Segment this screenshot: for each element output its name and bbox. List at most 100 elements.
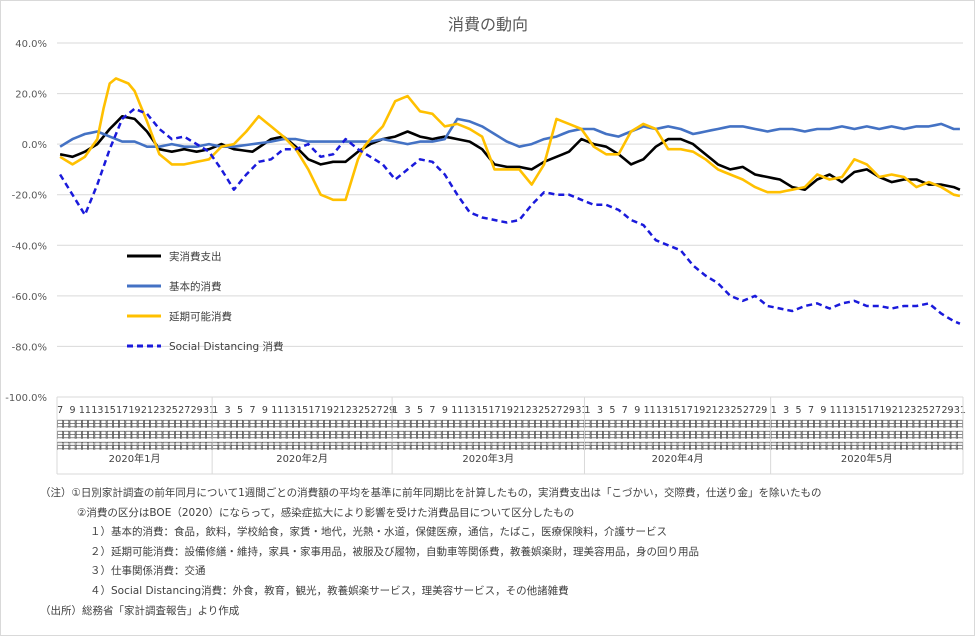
x-day-label: 25 [730, 405, 742, 416]
x-day-unit: 日 [676, 430, 685, 441]
x-day-unit: 日 [943, 430, 952, 441]
x-day-unit: 日 [167, 430, 176, 441]
x-day-unit: 日 [589, 430, 598, 441]
x-day-unit: 日 [595, 430, 604, 441]
legend-label: 延期可能消費 [169, 310, 232, 323]
x-day-unit: 日 [949, 441, 958, 452]
x-day-unit: 日 [111, 430, 120, 441]
x-day-unit: 日 [813, 441, 822, 452]
x-day-unit: 日 [738, 441, 747, 452]
x-day-unit: 日 [521, 430, 530, 441]
x-day-unit: 日 [490, 430, 499, 441]
x-day-unit: 日 [161, 419, 170, 430]
x-day-unit: 日 [608, 419, 617, 430]
x-day-label: 25 [358, 405, 370, 416]
x-day-unit: 日 [124, 430, 133, 441]
x-day-unit: 日 [670, 441, 679, 452]
x-day-label: 21 [513, 405, 525, 416]
x-day-label: 9 [820, 405, 826, 416]
x-day-unit: 日 [149, 419, 158, 430]
x-day-unit: 日 [186, 441, 195, 452]
series-line-1 [59, 115, 961, 191]
x-day-unit: 日 [310, 441, 319, 452]
x-day-unit: 日 [130, 419, 139, 430]
x-day-label: 23 [346, 405, 358, 416]
x-day-unit: 日 [403, 430, 412, 441]
x-day-unit: 日 [496, 441, 505, 452]
x-day-unit: 日 [397, 419, 406, 430]
x-day-unit: 日 [378, 430, 387, 441]
x-day-unit: 日 [707, 419, 716, 430]
x-day-unit: 日 [670, 430, 679, 441]
x-day-unit: 日 [322, 419, 331, 430]
x-day-label: 5 [417, 405, 423, 416]
note-2: ②消費の区分はBOE（2020）にならって，感染症拡大により影響を受けた消費品目… [77, 506, 575, 519]
x-day-unit: 日 [428, 419, 437, 430]
x-day-unit: 日 [881, 441, 890, 452]
x-day-label: 1 [771, 405, 777, 416]
x-day-unit: 日 [440, 441, 449, 452]
x-day-unit: 日 [329, 419, 338, 430]
x-day-unit: 日 [912, 441, 921, 452]
x-day-unit: 日 [695, 441, 704, 452]
x-day-label: 15 [476, 405, 488, 416]
x-day-unit: 日 [738, 419, 747, 430]
x-day-unit: 日 [757, 441, 766, 452]
x-day-unit: 日 [478, 441, 487, 452]
x-day-unit: 日 [676, 441, 685, 452]
x-day-label: 27 [929, 405, 941, 416]
x-day-unit: 日 [248, 441, 257, 452]
x-day-unit: 日 [931, 419, 940, 430]
x-day-unit: 日 [881, 419, 890, 430]
x-day-unit: 日 [906, 419, 915, 430]
x-day-unit: 日 [546, 430, 555, 441]
x-day-unit: 日 [378, 419, 387, 430]
x-day-unit: 日 [397, 430, 406, 441]
x-day-unit: 日 [825, 419, 834, 430]
x-day-unit: 日 [775, 419, 784, 430]
x-day-unit: 日 [682, 441, 691, 452]
x-day-label: 3 [225, 405, 231, 416]
x-day-unit: 日 [564, 441, 573, 452]
x-day-unit: 日 [229, 441, 238, 452]
x-day-label: 15 [296, 405, 308, 416]
x-day-label: 19 [129, 405, 141, 416]
x-day-unit: 日 [645, 441, 654, 452]
x-day-unit: 日 [844, 430, 853, 441]
x-day-unit: 日 [571, 441, 580, 452]
x-day-label: 13 [91, 405, 103, 416]
x-day-label: 5 [609, 405, 615, 416]
x-day-unit: 日 [205, 419, 214, 430]
x-day-unit: 日 [533, 430, 542, 441]
x-day-label: 11 [271, 405, 283, 416]
x-day-unit: 日 [484, 419, 493, 430]
x-day-unit: 日 [502, 430, 511, 441]
x-day-label: 7 [429, 405, 435, 416]
x-day-label: 17 [681, 405, 693, 416]
x-day-unit: 日 [223, 430, 232, 441]
x-day-unit: 日 [831, 430, 840, 441]
x-day-unit: 日 [552, 430, 561, 441]
x-day-unit: 日 [341, 430, 350, 441]
x-day-unit: 日 [341, 441, 350, 452]
x-day-unit: 日 [273, 419, 282, 430]
x-day-unit: 日 [384, 430, 393, 441]
x-day-unit: 日 [931, 430, 940, 441]
x-day-unit: 日 [751, 430, 760, 441]
x-day-unit: 日 [136, 419, 145, 430]
x-day-unit: 日 [689, 430, 698, 441]
x-day-unit: 日 [949, 419, 958, 430]
x-day-unit: 日 [453, 419, 462, 430]
x-day-unit: 日 [291, 430, 300, 441]
x-day-label: 27 [743, 405, 755, 416]
x-day-unit: 日 [403, 441, 412, 452]
x-day-label: 3 [597, 405, 603, 416]
x-day-unit: 日 [74, 430, 83, 441]
x-day-unit: 日 [453, 441, 462, 452]
x-day-label: 7 [249, 405, 255, 416]
x-day-unit: 日 [366, 419, 375, 430]
x-day-unit: 日 [496, 430, 505, 441]
x-day-unit: 日 [558, 441, 567, 452]
x-day-unit: 日 [614, 430, 623, 441]
x-day-unit: 日 [372, 430, 381, 441]
